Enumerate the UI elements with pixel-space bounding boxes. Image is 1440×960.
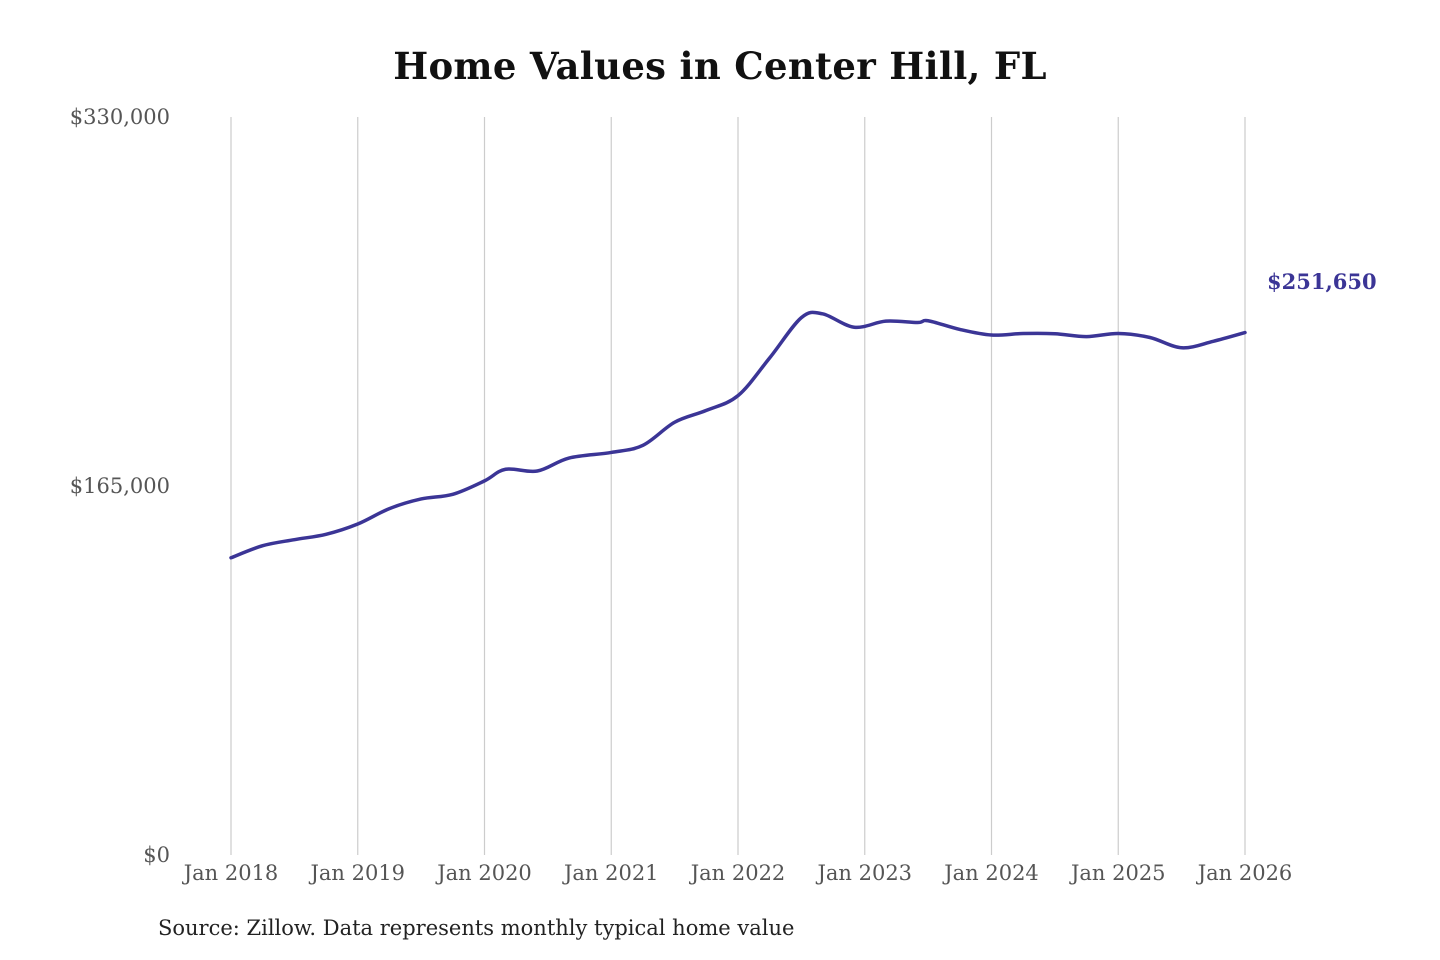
x-tick-label: Jan 2019 (308, 861, 405, 885)
chart-source: Source: Zillow. Data represents monthly … (158, 916, 795, 940)
y-tick-label: $0 (143, 843, 170, 867)
x-tick-label: Jan 2020 (435, 861, 532, 885)
x-tick-label: Jan 2024 (942, 861, 1039, 885)
x-tick-label: Jan 2018 (182, 861, 279, 885)
series-line (229, 310, 1247, 560)
x-tick-label: Jan 2026 (1196, 861, 1293, 885)
x-tick-label: Jan 2021 (562, 861, 659, 885)
y-tick-label: $330,000 (70, 105, 170, 129)
end-value-label: $251,650 (1267, 269, 1377, 294)
x-tick-label: Jan 2022 (689, 861, 786, 885)
y-tick-label: $165,000 (70, 474, 170, 498)
chart-title: Home Values in Center Hill, FL (393, 44, 1047, 88)
x-tick-label: Jan 2025 (1069, 861, 1166, 885)
x-tick-label: Jan 2023 (815, 861, 912, 885)
